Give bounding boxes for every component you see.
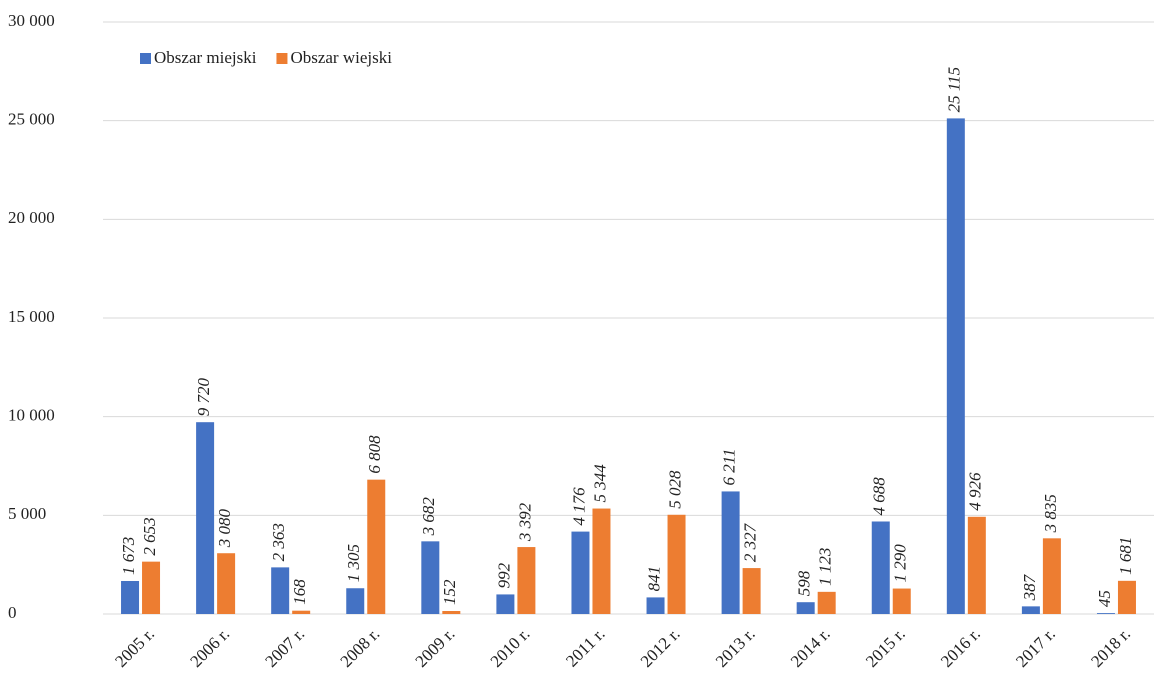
y-tick-label: 10 000	[8, 406, 55, 425]
bar	[796, 602, 815, 614]
data-label: 4 688	[870, 477, 889, 516]
bar	[892, 588, 911, 614]
bar	[1117, 580, 1136, 614]
data-label: 4 926	[966, 472, 985, 511]
y-tick-label: 0	[8, 603, 17, 622]
data-label: 841	[644, 566, 663, 592]
data-label: 3 835	[1041, 494, 1060, 533]
data-label: 1 290	[891, 544, 910, 583]
x-tick-label: 2007 r.	[261, 624, 308, 671]
x-tick-label: 2009 r.	[412, 624, 459, 671]
data-label: 1 305	[344, 544, 363, 582]
bar	[271, 567, 290, 614]
x-tick-label: 2006 r.	[186, 624, 233, 671]
bar	[196, 422, 215, 614]
data-label: 152	[440, 579, 459, 605]
bar	[871, 521, 890, 614]
bar	[592, 508, 611, 614]
bar	[142, 561, 161, 614]
data-label: 1 673	[119, 537, 138, 575]
data-label: 3 080	[215, 508, 234, 548]
bar	[721, 491, 740, 614]
data-label: 2 363	[269, 523, 288, 561]
y-tick-label: 25 000	[8, 110, 55, 129]
bar	[517, 547, 536, 614]
x-tick-label: 2018 r.	[1087, 624, 1134, 671]
bar	[496, 594, 515, 614]
data-label: 992	[494, 562, 513, 588]
data-label: 2 653	[140, 517, 159, 555]
y-tick-label: 20 000	[8, 208, 55, 227]
bar	[667, 514, 686, 614]
data-label: 45	[1095, 590, 1114, 607]
legend-swatch	[140, 53, 151, 64]
bar	[571, 531, 590, 614]
x-tick-label: 2013 r.	[712, 624, 759, 671]
x-tick-label: 2012 r.	[637, 624, 684, 671]
data-label: 6 211	[720, 448, 739, 485]
x-tick-label: 2014 r.	[787, 624, 834, 671]
x-tick-label: 2010 r.	[487, 624, 534, 671]
x-tick-label: 2011 r.	[562, 624, 608, 670]
data-label: 387	[1020, 573, 1039, 601]
bar	[442, 611, 461, 614]
bar	[346, 588, 365, 614]
bar	[121, 580, 140, 614]
legend-label: Obszar wiejski	[290, 48, 392, 67]
x-tick-label: 2015 r.	[862, 624, 909, 671]
data-label: 598	[795, 570, 814, 596]
legend-label: Obszar miejski	[154, 48, 257, 67]
data-label: 3 392	[515, 502, 534, 542]
bar	[817, 591, 836, 614]
data-label: 1 123	[816, 548, 835, 586]
data-label: 1 681	[1116, 537, 1135, 575]
bar	[1021, 606, 1040, 614]
data-label: 168	[290, 579, 309, 605]
bar	[292, 610, 311, 614]
x-tick-label: 2005 r.	[111, 624, 158, 671]
data-label: 5 344	[590, 464, 609, 503]
x-tick-label: 2016 r.	[937, 624, 984, 671]
bar	[1042, 538, 1061, 614]
y-tick-label: 30 000	[8, 11, 55, 30]
bar	[742, 568, 761, 614]
bar	[217, 553, 236, 614]
data-label: 2 327	[741, 522, 760, 562]
bar	[421, 541, 440, 614]
data-label: 6 808	[365, 435, 384, 474]
bar	[646, 597, 665, 614]
y-tick-label: 5 000	[8, 504, 46, 523]
x-tick-label: 2008 r.	[337, 624, 384, 671]
data-label: 4 176	[569, 487, 588, 526]
bar	[946, 118, 965, 614]
bar	[967, 516, 986, 614]
y-tick-label: 15 000	[8, 307, 55, 326]
legend-swatch	[276, 53, 288, 64]
bar	[1096, 613, 1115, 614]
bar	[367, 479, 386, 614]
data-label: 3 682	[419, 497, 438, 537]
x-tick-label: 2017 r.	[1012, 624, 1059, 671]
data-label: 9 720	[194, 377, 213, 416]
data-label: 25 115	[945, 67, 964, 113]
data-label: 5 028	[665, 470, 684, 509]
